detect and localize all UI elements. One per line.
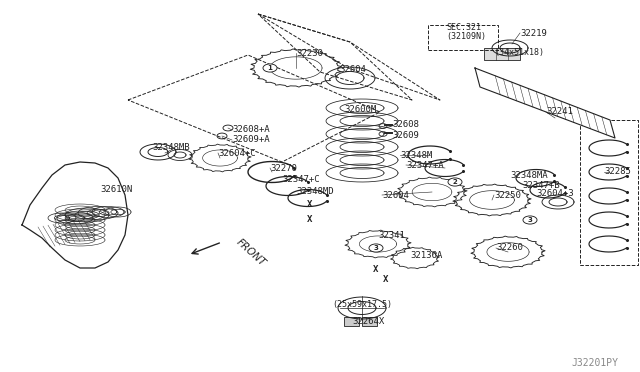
- Text: 32604: 32604: [382, 190, 409, 199]
- Text: 32610N: 32610N: [100, 186, 132, 195]
- Text: 1: 1: [268, 65, 273, 71]
- Circle shape: [523, 216, 537, 224]
- Text: 3: 3: [374, 245, 378, 251]
- Text: 32264X: 32264X: [352, 317, 384, 327]
- Text: 32604+C: 32604+C: [218, 148, 255, 157]
- Text: X: X: [307, 215, 313, 224]
- Text: 32348MB: 32348MB: [152, 144, 189, 153]
- Text: J32201PY: J32201PY: [571, 358, 618, 368]
- Text: (34x51x18): (34x51x18): [494, 48, 544, 57]
- Text: 32608: 32608: [392, 121, 419, 129]
- Text: (32109N): (32109N): [446, 32, 486, 42]
- Text: 32347+A: 32347+A: [406, 160, 444, 170]
- Circle shape: [369, 244, 383, 252]
- Text: 32604: 32604: [339, 65, 366, 74]
- Text: 32604+3: 32604+3: [536, 189, 573, 198]
- Text: 32219: 32219: [520, 29, 547, 38]
- Text: 2: 2: [452, 179, 458, 185]
- Text: 32347+C: 32347+C: [282, 176, 319, 185]
- Text: 32348MA: 32348MA: [510, 170, 548, 180]
- Text: X: X: [373, 266, 379, 275]
- Text: 32347+B: 32347+B: [522, 180, 559, 189]
- Polygon shape: [475, 68, 615, 138]
- Text: 32136A: 32136A: [410, 250, 442, 260]
- Circle shape: [263, 64, 277, 72]
- FancyBboxPatch shape: [362, 317, 377, 326]
- Text: 32609: 32609: [392, 131, 419, 140]
- FancyBboxPatch shape: [344, 317, 359, 326]
- Text: 32608+A: 32608+A: [232, 125, 269, 135]
- Text: 32348MD: 32348MD: [296, 186, 333, 196]
- Text: 32250: 32250: [494, 190, 521, 199]
- Text: 3: 3: [527, 217, 532, 223]
- Text: 32600M: 32600M: [344, 106, 376, 115]
- Text: X: X: [383, 276, 388, 285]
- Text: 32230: 32230: [296, 48, 323, 58]
- FancyBboxPatch shape: [484, 48, 520, 60]
- Text: 32341: 32341: [378, 231, 405, 240]
- Text: (25x59x17.5): (25x59x17.5): [332, 301, 392, 310]
- Text: 32285: 32285: [604, 167, 631, 176]
- Text: X: X: [307, 201, 313, 209]
- Text: 32260: 32260: [496, 244, 523, 253]
- Text: 32609+A: 32609+A: [232, 135, 269, 144]
- Text: 32241: 32241: [546, 108, 573, 116]
- Circle shape: [448, 178, 462, 186]
- Text: FRONT: FRONT: [234, 237, 267, 269]
- Text: 32270: 32270: [270, 164, 297, 173]
- Text: 32348M: 32348M: [400, 151, 432, 160]
- Text: SEC.321: SEC.321: [446, 23, 481, 32]
